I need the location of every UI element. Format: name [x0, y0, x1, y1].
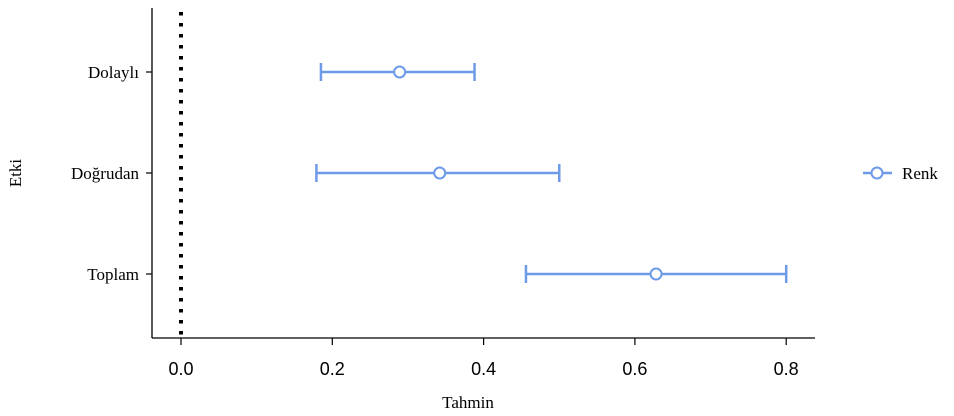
x-tick-label: 0.2	[320, 359, 345, 379]
point-estimate	[649, 267, 663, 281]
x-tick-label: 0.8	[774, 359, 799, 379]
legend-label: Renk	[902, 164, 938, 183]
x-axis-title: Tahmin	[442, 393, 494, 412]
legend: Renk	[863, 164, 938, 183]
x-tick-label: 0.6	[622, 359, 647, 379]
y-tick-label: Toplam	[87, 265, 139, 284]
y-axis-ticks: Dolaylı Doğrudan Toplam	[71, 63, 152, 284]
y-tick-label: Dolaylı	[88, 63, 139, 82]
point-estimate	[393, 65, 407, 79]
x-tick-label: 0.4	[471, 359, 496, 379]
legend-marker	[870, 166, 884, 180]
x-axis-ticks: 0.0 0.2 0.4 0.6 0.8	[168, 338, 799, 379]
x-tick-label: 0.0	[168, 359, 193, 379]
data-marks	[315, 63, 788, 283]
y-tick-label: Doğrudan	[71, 164, 139, 183]
point-estimate	[433, 166, 447, 180]
y-axis-title: Etki	[6, 159, 25, 188]
